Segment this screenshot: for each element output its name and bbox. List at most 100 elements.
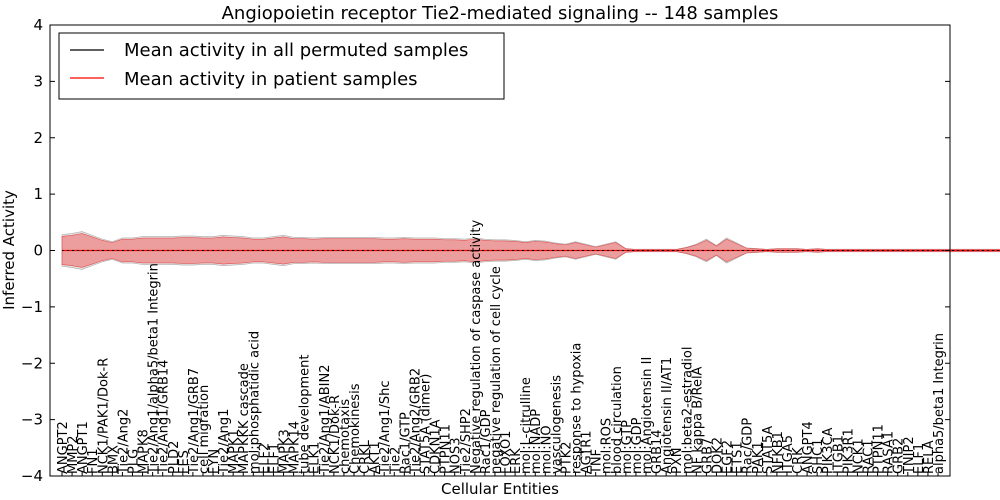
x-tick-label: NCK1: [851, 438, 866, 474]
x-tick-label: negative regulation of cell cycle: [489, 266, 504, 474]
x-tick-label: MAPK1: [227, 429, 242, 474]
x-tick-label: MAPKKK cascade: [237, 363, 252, 474]
x-tick-label: GRB14: [650, 429, 665, 474]
chart-title: Angiopoietin receptor Tie2-mediated sign…: [222, 3, 779, 24]
x-tick-label: mol:NO: [539, 425, 554, 474]
y-tick-label: 4: [33, 16, 43, 34]
x-tick-label: Tie2/Ang1/alpha5/beta1 Integrin: [147, 263, 162, 475]
x-tick-label: TNF: [590, 449, 605, 475]
x-tick-label: PIK3R1: [841, 428, 856, 474]
y-tick-label: 0: [33, 242, 43, 260]
x-axis-label: Cellular Entities: [441, 480, 559, 498]
x-tick-label: Rac1/GDP: [479, 409, 494, 474]
x-tick-label: vasculogenesis: [549, 375, 564, 474]
x-tick-label: STAT5A: [761, 426, 776, 474]
x-tick-label: PLG: [126, 449, 141, 474]
x-tick-label: RASA1: [882, 431, 897, 474]
x-tick-label: MAPK14: [288, 421, 303, 474]
x-tick-label: ETS1: [731, 441, 746, 474]
x-tick-label: Tie2/Ang1/GRB7: [187, 368, 202, 475]
x-tick-label: chemotaxis: [338, 399, 353, 474]
x-tick-label: NCK1/PAK1/Dok-R: [96, 358, 111, 474]
legend: Mean activity in all permuted samples Me…: [58, 32, 505, 100]
x-tick-label: RELA: [922, 440, 937, 474]
y-tick-label: −2: [21, 354, 43, 372]
x-tick-label: ELF1: [912, 443, 927, 474]
x-tick-label: FES: [177, 450, 192, 474]
y-axis: −4 −3 −2 −1 0 1 2 3 4: [21, 16, 950, 485]
y-tick-label: 1: [33, 185, 43, 203]
x-tick-label: mol:ROS: [600, 418, 615, 474]
x-tick-label: ANGPT1: [76, 421, 91, 474]
x-tick-label: PTPN11: [439, 424, 454, 474]
x-tick-label: PTPN11: [872, 424, 887, 474]
x-tick-label: Rac1/GTP: [398, 412, 413, 474]
x-tick-label: Negative regulation of caspase activity: [469, 219, 484, 474]
x-tick-label: NFKB1: [771, 431, 786, 474]
x-tick-label: mol:GDP: [630, 417, 645, 474]
x-tick-label: mol:NADP: [529, 409, 544, 474]
x-tick-label: NF kappa B/RelA: [690, 366, 705, 474]
x-tick-label: NOS3: [449, 438, 464, 474]
x-tick-label: STAT5A (dimer): [418, 374, 433, 474]
x-tick-label: response to hypoxia: [570, 343, 585, 474]
x-tick-label: GRB2: [892, 438, 907, 474]
x-tick-label: Rac/GDP: [741, 418, 756, 474]
x-tick-label: CRKL: [358, 439, 373, 474]
x-tick-label: GRB7: [700, 438, 715, 474]
x-tick-label: PAK1: [751, 441, 766, 474]
x-tick-label: ELF1: [267, 443, 282, 474]
legend-box: [58, 32, 505, 100]
x-tick-label: BMX: [106, 445, 121, 474]
y-tick-label: −4: [21, 467, 43, 485]
x-tick-label: ELF2: [257, 443, 272, 474]
x-tick-label: mol:GTP: [620, 420, 635, 474]
x-tick-label: Tie2/SHP2: [459, 408, 474, 475]
x-tick-label: cell migration: [197, 385, 212, 474]
x-tick-label: RAC1: [862, 439, 877, 474]
x-tick-label: EGF2: [721, 440, 736, 474]
x-tick-label: ITGA5: [781, 435, 796, 474]
x-tick-label: Tie2/Ang1/ABIN2: [318, 365, 333, 475]
x-tick-label: FOXO1: [499, 431, 514, 474]
x-tick-label: MAPK3: [278, 429, 293, 474]
x-tick-label: ANGPT2: [56, 421, 71, 474]
x-tick-label: PLD2: [167, 441, 182, 474]
x-tick-label: CRK: [791, 447, 806, 474]
y-tick-label: 2: [33, 129, 43, 147]
x-tick-label: ANGPT4: [801, 421, 816, 474]
x-tick-label: mol:beta2-estradiol: [680, 347, 695, 475]
x-tick-label: FN1: [86, 449, 101, 474]
x-tick-label: Tie2/Ang2/GRB2: [408, 368, 423, 475]
x-tick-label: PXN: [670, 448, 685, 474]
y-tick-label: −1: [21, 298, 43, 316]
x-tick-label: AGTR1: [580, 430, 595, 474]
x-tick-label: PTK2: [559, 441, 574, 474]
y-tick-label: 3: [33, 72, 43, 90]
x-tick-label: NCK1/Dok-R: [328, 395, 343, 474]
x-tick-label: alpha5/beta1 Integrin: [932, 333, 947, 474]
legend-label-patient: Mean activity in patient samples: [124, 69, 418, 90]
x-tick-label: ITGB1: [831, 435, 846, 474]
y-axis-label: Inferred Activity: [0, 190, 18, 310]
x-tick-label: Tie2/Ang1/Shc: [378, 381, 393, 475]
x-tick-label: blood circulation: [610, 366, 625, 474]
x-tick-label: tube development: [298, 355, 313, 474]
x-tick-label: Tie2/Ang1: [217, 409, 232, 475]
x-tick-label: Tie2: [388, 447, 403, 475]
x-tick-label: Angiotensin II/AT1: [660, 357, 675, 474]
x-tick-label: mol:phosphatidic acid: [247, 331, 262, 474]
y-tick-label: −3: [21, 411, 43, 429]
x-tick-label: ELK1: [308, 442, 323, 474]
x-tick-label: ERK: [509, 448, 524, 474]
x-tick-label: Chemokinesis: [348, 383, 363, 474]
x-tick-label: mol:L-citrulline: [519, 377, 534, 474]
x-tick-label: Tie2/Ang2: [116, 409, 131, 475]
x-tick-label: AKT1: [368, 441, 383, 474]
x-tick-label: SHC1: [811, 439, 826, 474]
x-tick-label: mol:Angiotensin II: [640, 357, 655, 474]
x-tick-label: MAPK8: [137, 429, 152, 474]
legend-label-permuted: Mean activity in all permuted samples: [124, 40, 468, 61]
x-tick-label: Tie2/Ang1/GRB14: [157, 360, 172, 475]
